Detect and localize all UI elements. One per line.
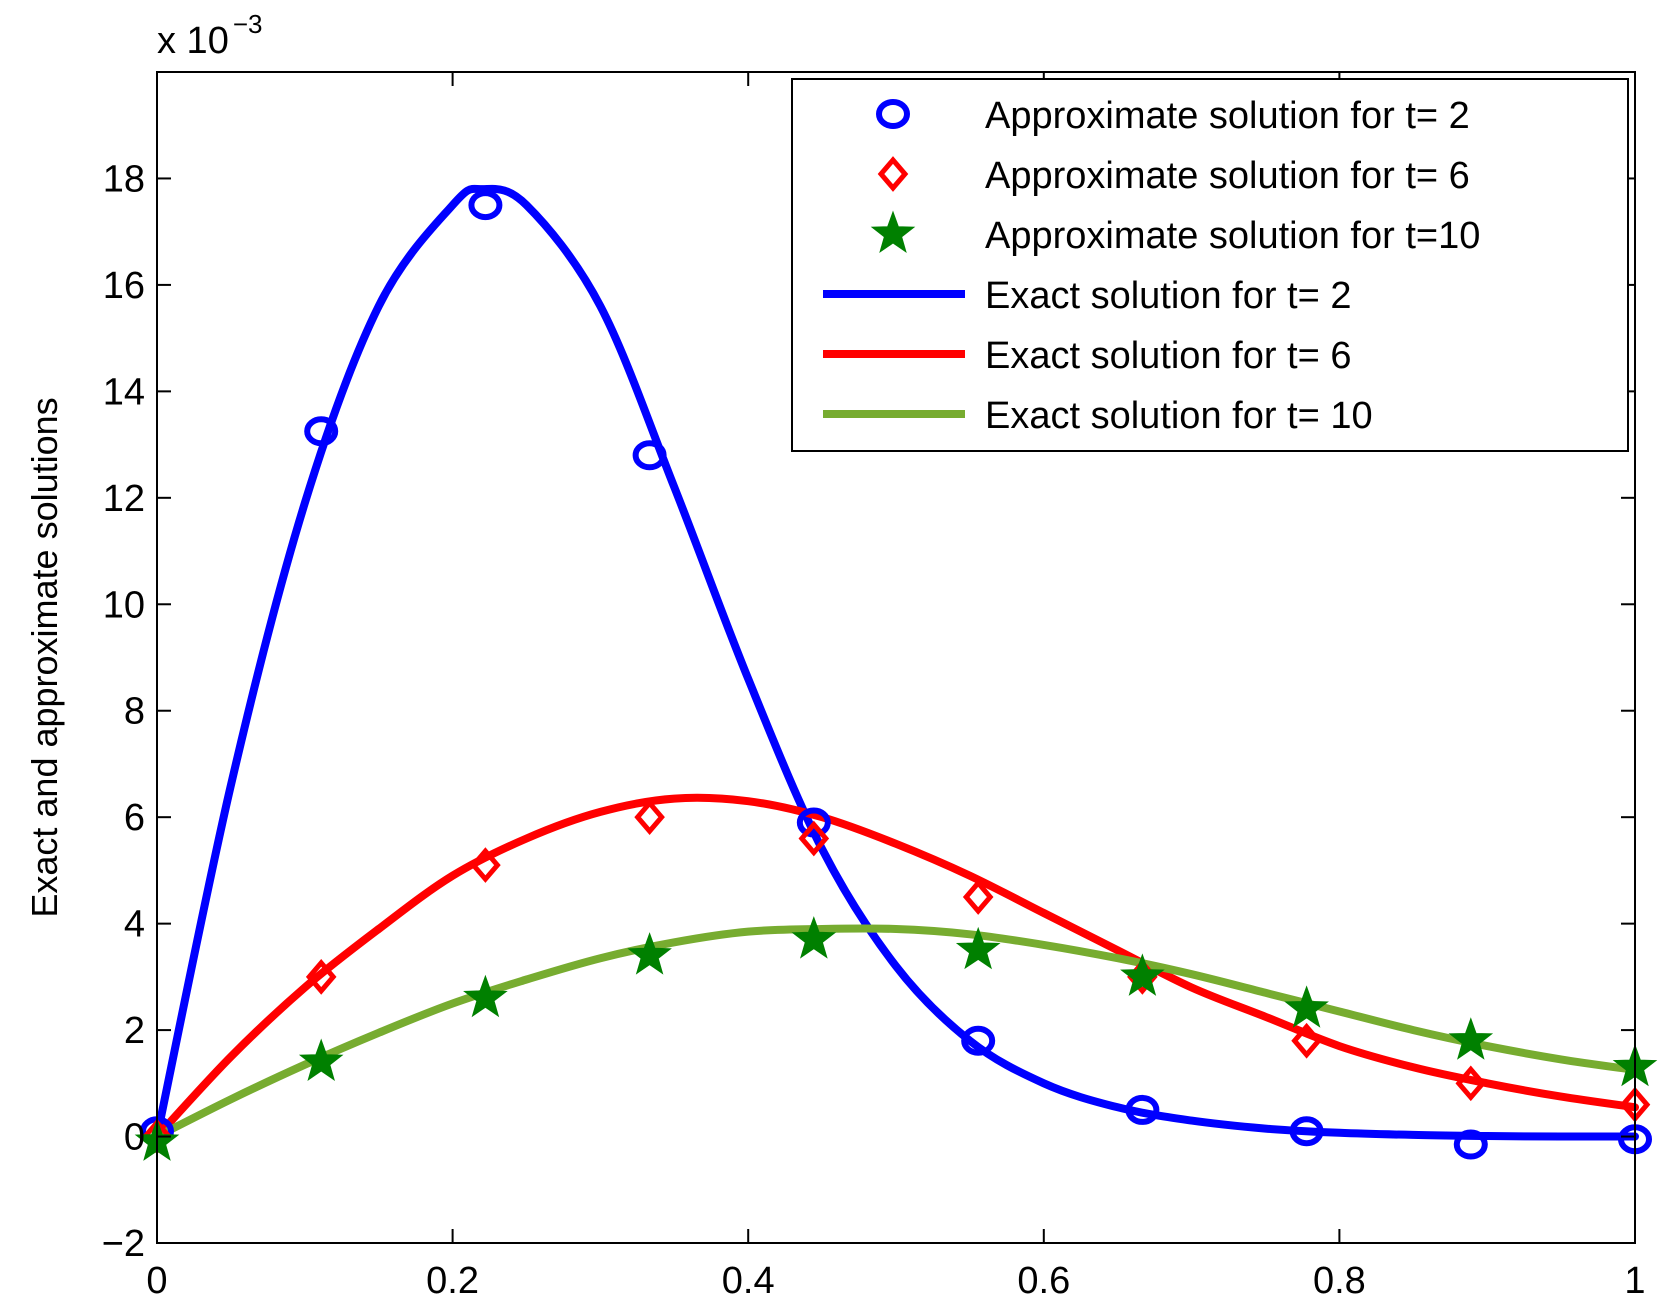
y-scale-exponent: −3 — [233, 9, 263, 39]
approx-point-2-9 — [1455, 1065, 1487, 1102]
legend-marker-1 — [876, 99, 910, 129]
approx-point-2-5 — [798, 820, 830, 857]
approx-point-1-8 — [1289, 1116, 1324, 1147]
approx-point-3-7 — [1120, 953, 1165, 996]
approx-point-1-4 — [632, 440, 667, 471]
x-tick-label: 0.8 — [1313, 1260, 1366, 1301]
series-layer — [134, 184, 1658, 1161]
approx-point-2-4 — [634, 799, 665, 836]
y-tick-label: −2 — [102, 1223, 145, 1265]
exact-line-2 — [153, 793, 1639, 1141]
x-tick-label: 1 — [1624, 1260, 1645, 1301]
legend-label-3: Approximate solution for t=10 — [985, 215, 1480, 257]
y-tick-label: 2 — [124, 1010, 145, 1052]
plot-frame — [156, 71, 1636, 1244]
legend-label-4: Exact solution for t= 2 — [985, 275, 1351, 317]
approx-point-3-2 — [298, 1038, 344, 1081]
legend-label-1: Approximate solution for t= 2 — [985, 95, 1470, 137]
y-tick-label: 8 — [124, 691, 145, 733]
x-tick-label: 0.2 — [426, 1260, 479, 1301]
y-tick-label: 16 — [103, 265, 145, 307]
approx-point-2-3 — [470, 847, 501, 883]
y-scale-text: x 10 — [157, 20, 229, 62]
x-tick-label: 0 — [146, 1260, 167, 1301]
approx-point-3-4 — [627, 932, 672, 975]
approx-point-1-9 — [1453, 1129, 1488, 1160]
legend-box — [791, 78, 1629, 452]
legend-marker-2 — [877, 156, 909, 192]
y-axis-label: Exact and approximate solutions — [24, 397, 65, 917]
approx-point-3-5 — [791, 916, 837, 959]
approx-point-3-6 — [955, 926, 1001, 970]
y-tick-label: 10 — [103, 584, 145, 626]
approx-point-1-5 — [796, 807, 831, 838]
legend-label-2: Approximate solution for t= 6 — [985, 155, 1470, 197]
approx-point-2-2 — [305, 959, 337, 995]
y-tick-label: 0 — [124, 1117, 145, 1159]
approx-point-1-7 — [1125, 1094, 1160, 1125]
approx-point-3-9 — [1448, 1017, 1494, 1060]
x-tick-label: 0.6 — [1017, 1260, 1070, 1301]
approx-point-1-6 — [961, 1025, 996, 1056]
legend: Approximate solution for t= 2 Approximate… — [791, 78, 1629, 452]
approx-point-2-6 — [962, 879, 994, 915]
approx-point-3-8 — [1284, 985, 1329, 1028]
legend-label-5: Exact solution for t= 6 — [985, 335, 1351, 377]
approx-point-1-3 — [468, 190, 503, 221]
y-tick-label: 4 — [124, 904, 145, 946]
approx-point-2-8 — [1291, 1022, 1322, 1059]
y-tick-label: 18 — [103, 158, 145, 200]
y-tick-label: 12 — [103, 478, 145, 520]
y-tick-label: 14 — [103, 371, 145, 413]
approx-point-1-2 — [304, 416, 339, 447]
exact-line-3 — [153, 924, 1639, 1141]
x-tick-label: 0.4 — [722, 1260, 775, 1301]
approx-point-3-3 — [463, 974, 508, 1018]
y-tick-label: 6 — [124, 797, 145, 839]
legend-marker-3 — [870, 210, 916, 253]
y-scale-factor: x 10 −3 — [157, 9, 262, 62]
legend-label-6: Exact solution for t= 10 — [985, 395, 1373, 437]
